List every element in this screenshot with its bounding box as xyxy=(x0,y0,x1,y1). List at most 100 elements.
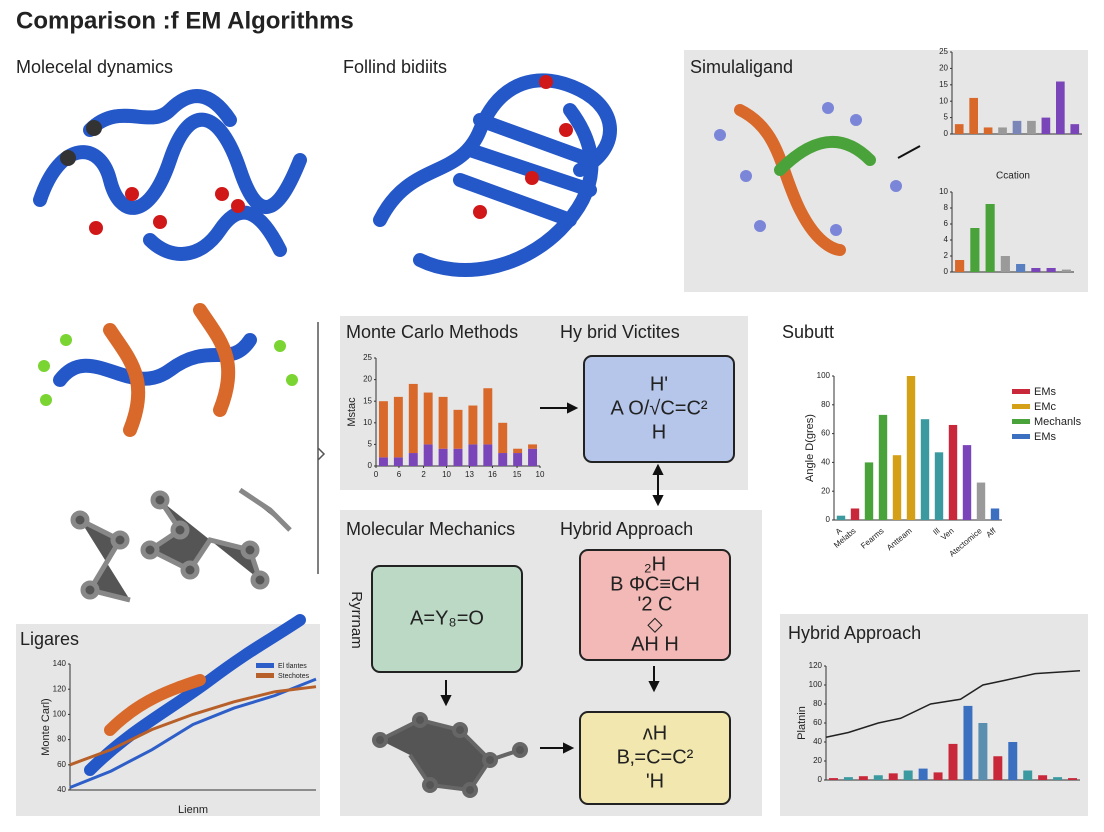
y-tick-label: 15 xyxy=(939,80,948,89)
page-title: Comparison :f EM Algorithms xyxy=(16,7,354,34)
legend-swatch xyxy=(256,663,274,668)
y-axis-label: Platnin xyxy=(796,706,808,740)
bar xyxy=(978,723,988,780)
bar xyxy=(920,419,930,520)
bar xyxy=(1008,742,1018,780)
bar xyxy=(1046,268,1056,272)
bar xyxy=(990,508,1000,520)
y-tick-label: 120 xyxy=(809,661,823,670)
y-tick-label: 20 xyxy=(939,64,948,73)
x-tick-label: Aff xyxy=(984,526,998,540)
atoms-5 xyxy=(38,334,298,406)
bar-segment xyxy=(408,383,418,454)
x-tick-label: Fearms xyxy=(859,526,886,550)
panel xyxy=(780,614,1088,816)
bar-segment xyxy=(453,409,463,449)
bar-segment xyxy=(483,388,493,445)
bar-segment xyxy=(438,396,448,449)
formula: 'H xyxy=(646,770,664,792)
bracket xyxy=(317,322,326,574)
bar xyxy=(864,462,874,520)
y-tick-label: 60 xyxy=(821,429,830,438)
protein-2 xyxy=(373,73,617,277)
x-tick-label: 2 xyxy=(421,470,426,479)
formula: B‚=C=C² xyxy=(617,746,694,768)
arrow xyxy=(897,145,921,159)
bar-segment xyxy=(483,444,493,466)
chart-title: Ccation xyxy=(996,171,1030,182)
line xyxy=(69,677,317,789)
x-tick-label: 6 xyxy=(397,470,402,479)
bar-segment xyxy=(393,396,403,458)
protein-4 xyxy=(53,303,257,437)
bar xyxy=(948,743,958,780)
y-tick-label: 15 xyxy=(363,396,372,405)
bar xyxy=(1023,770,1033,780)
atoms-3 xyxy=(473,75,573,219)
bar xyxy=(1000,256,1010,272)
x-tick-label: A xyxy=(834,526,844,537)
line xyxy=(825,670,1081,738)
bar xyxy=(983,127,993,134)
x-tick-label: Ven xyxy=(939,526,955,542)
bar-segment xyxy=(423,444,433,466)
section-label: Monte Carlo Methods xyxy=(346,322,518,342)
formula: A O/√C=C² xyxy=(610,397,707,419)
bar xyxy=(954,124,964,134)
bar-segment xyxy=(423,392,433,445)
bar xyxy=(1016,264,1026,272)
y-tick-label: 80 xyxy=(813,699,822,708)
formula: ʌH xyxy=(643,722,667,744)
bar-segment xyxy=(498,422,508,454)
formula: H' xyxy=(650,373,668,395)
bar xyxy=(892,455,902,520)
x-tick-label: 15 xyxy=(513,470,522,479)
x-tick-label: Antteam xyxy=(885,526,914,552)
section-label: Ligares xyxy=(20,629,79,649)
bar xyxy=(993,756,1003,780)
bar xyxy=(955,260,965,272)
bar xyxy=(906,376,916,520)
y-axis-label: Angle D(gres) xyxy=(804,414,816,482)
bar-segment xyxy=(528,444,538,449)
legend-label: Mechanls xyxy=(1034,416,1082,428)
formula: H xyxy=(652,421,666,443)
arrows xyxy=(440,402,664,754)
y-tick-label: 6 xyxy=(944,219,949,228)
bar-segment xyxy=(468,405,478,445)
legend-swatch xyxy=(1012,434,1030,439)
y-tick-label: 0 xyxy=(944,267,949,276)
bar xyxy=(1027,120,1036,134)
y-tick-label: 80 xyxy=(57,735,66,744)
legend-label: EMs xyxy=(1034,386,1057,398)
y-tick-label: 20 xyxy=(821,486,830,495)
y-tick-label: 140 xyxy=(53,659,67,668)
section-label: Molecular Mechanics xyxy=(346,519,515,539)
molecule-2 xyxy=(372,712,528,798)
x-tick-label: 10 xyxy=(536,470,545,479)
line xyxy=(69,685,317,767)
bar xyxy=(1068,778,1078,780)
y-tick-label: 2 xyxy=(944,251,949,260)
y-tick-label: 10 xyxy=(363,418,372,427)
bar xyxy=(1053,777,1063,780)
y-tick-label: 100 xyxy=(809,680,823,689)
atoms-4 xyxy=(714,102,902,236)
bar xyxy=(836,515,846,520)
x-tick-label: 0 xyxy=(374,470,379,479)
y-tick-label: 100 xyxy=(53,710,67,719)
y-tick-label: 25 xyxy=(939,47,948,56)
box xyxy=(583,355,735,463)
legend-swatch xyxy=(1012,389,1030,394)
formula: '2 C xyxy=(638,593,673,615)
section-label: Simulaligand xyxy=(690,57,793,77)
atoms-1 xyxy=(89,187,245,235)
formula: ◇ xyxy=(647,613,663,635)
box xyxy=(371,565,523,673)
bar xyxy=(933,772,943,780)
bar xyxy=(828,778,838,780)
x-tick-label: Ill xyxy=(931,526,941,537)
formula: AH H xyxy=(631,633,679,655)
